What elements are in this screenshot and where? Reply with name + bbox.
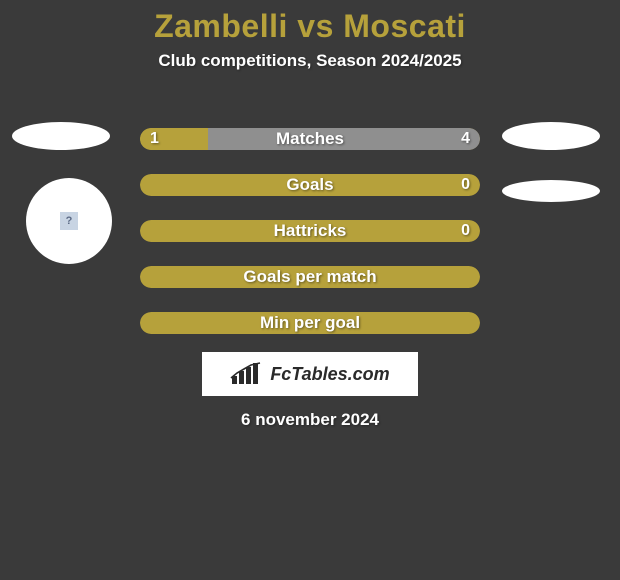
stat-row: Min per goal (140, 312, 480, 334)
watermark-chart-icon (230, 362, 264, 386)
comparison-bars: Matches14 Goals0 Hattricks0 Goals per match… (140, 128, 480, 358)
stat-row: Goals0 (140, 174, 480, 196)
stat-row: Goals per match (140, 266, 480, 288)
stat-row: Matches14 (140, 128, 480, 150)
player-right-avatar-placeholder-2 (502, 180, 600, 202)
comparison-card: Zambelli vs Moscati Club competitions, S… (0, 0, 620, 580)
page-subtitle: Club competitions, Season 2024/2025 (0, 51, 620, 71)
player-left-avatar-placeholder (12, 122, 110, 150)
stat-row: Hattricks0 (140, 220, 480, 242)
player-right-avatar-placeholder (502, 122, 600, 150)
watermark: FcTables.com (202, 352, 418, 396)
generated-date: 6 november 2024 (0, 410, 620, 430)
watermark-text: FcTables.com (270, 364, 389, 385)
page-title: Zambelli vs Moscati (0, 0, 620, 45)
badge-placeholder-icon: ? (60, 212, 78, 230)
badge-placeholder-text: ? (66, 215, 73, 227)
player-left-badge: ? (26, 178, 112, 264)
